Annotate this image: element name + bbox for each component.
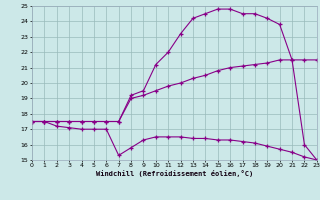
X-axis label: Windchill (Refroidissement éolien,°C): Windchill (Refroidissement éolien,°C) (96, 170, 253, 177)
